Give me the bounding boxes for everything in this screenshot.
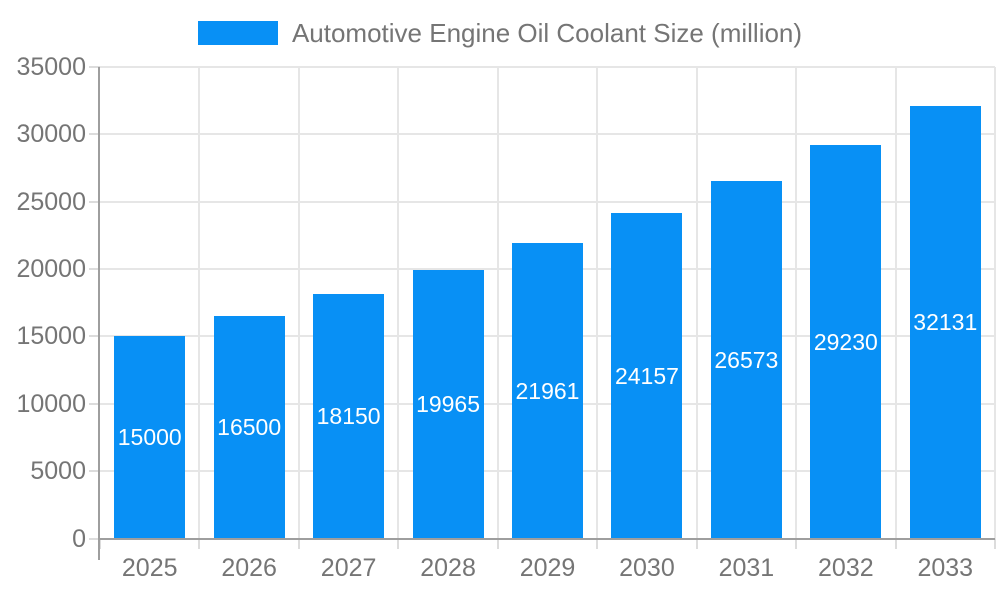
y-axis-tick <box>89 268 100 271</box>
x-gridline <box>198 67 201 539</box>
x-axis-label: 2031 <box>718 553 775 582</box>
x-gridline <box>397 67 400 539</box>
bar-value-label: 15000 <box>117 424 182 451</box>
y-axis-tick <box>89 470 100 473</box>
x-axis-line <box>100 537 995 540</box>
bar-value-label: 16500 <box>217 414 282 441</box>
x-gridline <box>994 67 996 539</box>
bar-2025[interactable] <box>114 336 186 539</box>
x-axis-tick <box>695 538 698 549</box>
bar-value-label: 32131 <box>913 309 978 336</box>
y-axis-tick <box>89 402 100 405</box>
bar-2029[interactable] <box>512 242 583 539</box>
y-axis-label: 5000 <box>30 457 86 486</box>
bar-value-label: 21961 <box>515 377 580 404</box>
bar-2033[interactable] <box>909 105 981 539</box>
bar-value-label: 19965 <box>416 391 481 418</box>
y-axis-tick <box>89 66 100 68</box>
x-axis-tick <box>297 538 300 549</box>
x-axis-tick <box>198 538 201 549</box>
y-axis-label: 0 <box>72 524 86 553</box>
x-axis-tick <box>596 538 599 549</box>
bar-2026[interactable] <box>213 316 285 539</box>
x-axis-tick <box>397 538 400 549</box>
x-axis-tick <box>496 538 499 549</box>
x-axis-label: 2029 <box>519 553 576 582</box>
x-axis-label: 2033 <box>917 553 974 582</box>
legend-label: Automotive Engine Oil Coolant Size (mill… <box>291 18 803 48</box>
bar-2028[interactable] <box>412 269 484 539</box>
y-axis-tick <box>89 200 100 203</box>
x-gridline <box>596 67 599 539</box>
x-axis-label: 2028 <box>420 553 476 582</box>
y-axis-label: 25000 <box>16 187 86 216</box>
bar-value-label: 24157 <box>614 362 679 389</box>
x-axis-tick <box>99 538 101 549</box>
legend-item[interactable]: Automotive Engine Oil Coolant Size (mill… <box>197 18 803 48</box>
y-axis-label: 15000 <box>16 322 86 351</box>
bar-value-label: 26573 <box>714 346 779 373</box>
x-gridline <box>695 67 698 539</box>
y-gridline <box>100 66 995 68</box>
x-axis-label: 2027 <box>320 553 377 582</box>
x-axis-label: 2025 <box>121 553 178 582</box>
y-axis-tick <box>89 537 100 540</box>
y-axis-label: 10000 <box>16 389 86 418</box>
y-axis-label: 35000 <box>16 53 86 81</box>
x-axis-tick <box>795 538 798 549</box>
y-axis-tick <box>89 133 100 136</box>
x-gridline <box>894 67 897 539</box>
y-axis-line <box>98 67 100 560</box>
bar-2031[interactable] <box>710 180 782 539</box>
y-axis-tick <box>89 335 100 338</box>
chart-legend: Automotive Engine Oil Coolant Size (mill… <box>0 19 1000 47</box>
y-axis-label: 20000 <box>16 255 86 284</box>
legend-swatch <box>197 21 278 45</box>
x-axis-tick <box>994 538 996 549</box>
x-gridline <box>496 67 499 539</box>
bar-2032[interactable] <box>810 144 882 539</box>
y-axis-label: 30000 <box>16 120 86 149</box>
bar-2027[interactable] <box>313 293 385 539</box>
y-gridline <box>100 200 995 203</box>
y-gridline <box>100 133 995 136</box>
x-axis-tick <box>894 538 897 549</box>
bar-value-label: 18150 <box>316 403 381 430</box>
bar-2030[interactable] <box>611 213 683 539</box>
x-gridline <box>795 67 798 539</box>
x-axis-label: 2030 <box>619 553 675 582</box>
x-gridline <box>297 67 300 539</box>
x-axis-label: 2032 <box>818 553 874 582</box>
bar-value-label: 29230 <box>813 328 878 355</box>
x-axis-label: 2026 <box>221 553 277 582</box>
